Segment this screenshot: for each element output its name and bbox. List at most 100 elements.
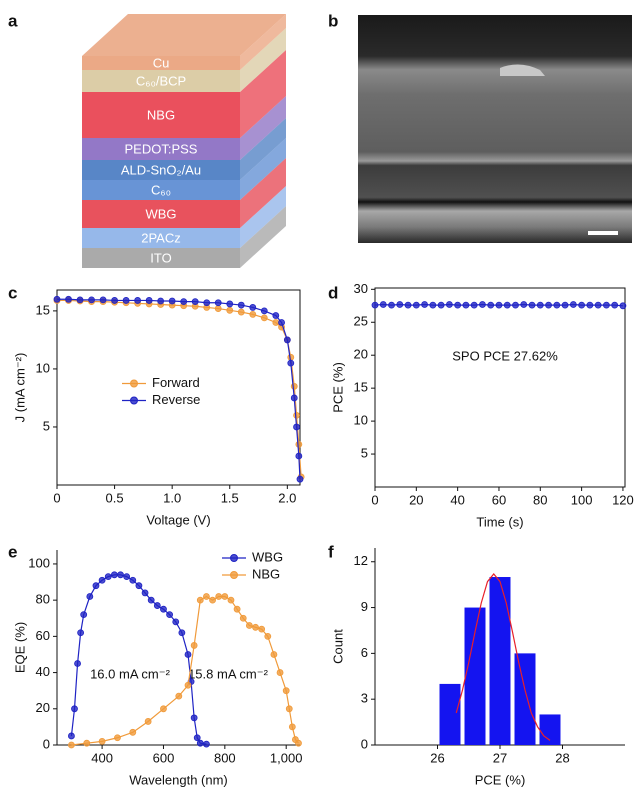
data-point: [249, 304, 257, 311]
data-point: [285, 705, 293, 713]
layer-front: [82, 138, 240, 160]
layer-front: [82, 160, 240, 180]
layer-label: NBG: [147, 107, 175, 122]
layer-front: [82, 180, 240, 200]
data-point: [603, 301, 610, 309]
y-axis-label: J (mA cm⁻²): [12, 353, 27, 423]
layer-side: [240, 96, 286, 160]
data-point: [282, 687, 290, 695]
data-point: [561, 301, 569, 309]
data-point: [272, 312, 280, 319]
panel-label: b: [328, 11, 338, 30]
data-point: [239, 614, 247, 622]
layer-front: [82, 248, 240, 268]
data-point: [209, 596, 216, 604]
data-point: [396, 301, 404, 308]
data-point: [88, 296, 95, 304]
x-axis-label: PCE (%): [475, 772, 526, 787]
data-point: [135, 582, 143, 590]
data-point: [110, 571, 118, 579]
data-point: [454, 301, 462, 309]
chart: c 0 0.5 1.0 1.5 2.0 5 10 15 Voltage (V) J (mA cm⁻²…: [8, 283, 305, 527]
y-axis-label: PCE (%): [330, 362, 345, 413]
layer-front: [82, 200, 240, 228]
data-point: [175, 692, 183, 700]
data-point: [98, 737, 106, 745]
data-point: [68, 741, 75, 749]
x-tick-label: 0: [53, 490, 60, 505]
data-point: [141, 589, 149, 597]
data-point: [203, 740, 210, 748]
data-point: [111, 297, 118, 304]
data-point: [184, 681, 192, 689]
data-point: [215, 593, 223, 600]
data-point: [252, 623, 259, 631]
data-point: [290, 382, 298, 390]
data-point: [203, 593, 210, 600]
data-point: [147, 596, 155, 604]
data-point: [421, 301, 428, 308]
y-tick-label: 9: [361, 599, 368, 614]
x-axis-label: Voltage (V): [146, 512, 210, 527]
data-point: [487, 301, 495, 309]
data-point: [68, 732, 75, 740]
layer-label: C₆₀/BCP: [136, 73, 186, 88]
data-point: [168, 297, 176, 305]
data-point: [237, 301, 245, 309]
y-tick-label: 80: [36, 592, 50, 607]
data-point: [160, 605, 167, 613]
layer-label: Cu: [153, 55, 170, 70]
y-tick-label: 0: [43, 736, 50, 751]
data-point: [470, 301, 478, 309]
x-tick-label: 800: [214, 750, 236, 765]
data-point: [512, 301, 519, 309]
x-tick-label: 600: [153, 750, 175, 765]
fit-curve: [455, 573, 551, 741]
layer-side: [240, 28, 286, 92]
layer-side: [240, 14, 286, 70]
data-point: [227, 596, 235, 604]
data-point: [214, 305, 222, 312]
data-point: [388, 301, 395, 309]
x-tick-label: 28: [555, 750, 569, 765]
histogram-bar: [514, 653, 536, 745]
data-point: [569, 301, 577, 308]
legend-label: Forward: [152, 375, 200, 390]
layer-label: ALD-SnO₂/Au: [121, 162, 201, 177]
x-axis-label: Time (s): [476, 514, 523, 529]
plot-frame: [56, 289, 301, 486]
data-point: [293, 423, 300, 431]
panel-label: c: [8, 283, 17, 302]
x-tick-label: 1.5: [221, 490, 239, 505]
data-point: [553, 301, 561, 309]
layer-side: [240, 206, 286, 268]
data-point: [260, 314, 268, 322]
data-point: [619, 302, 627, 310]
x-tick-label: 20: [409, 492, 423, 507]
histogram-bar: [489, 577, 511, 745]
data-point: [237, 308, 245, 316]
panel-label: d: [328, 283, 338, 302]
y-tick-label: 20: [36, 700, 50, 715]
data-point: [226, 300, 234, 308]
data-point: [191, 298, 199, 306]
data-point: [172, 618, 180, 626]
data-point: [495, 301, 503, 309]
data-point: [80, 611, 88, 619]
series-line: [70, 574, 207, 745]
device-stack: a ITO 2PACz WBG C₆₀ ALD-SnO₂/Au PEDOT:PSS NBG C…: [8, 11, 286, 268]
y-tick-label: 25: [354, 314, 368, 329]
data-point: [288, 723, 296, 731]
x-tick-label: 2.0: [278, 490, 296, 505]
data-point: [594, 301, 602, 309]
data-point: [98, 576, 106, 584]
data-point: [92, 582, 100, 590]
x-tick-label: 26: [430, 750, 444, 765]
layer-side: [240, 118, 286, 180]
layer-label: C₆₀: [151, 182, 171, 197]
data-point: [287, 359, 295, 367]
data-point: [193, 734, 201, 742]
panel-label: a: [8, 11, 18, 30]
sem-feature: [500, 64, 545, 76]
data-point: [160, 705, 167, 713]
